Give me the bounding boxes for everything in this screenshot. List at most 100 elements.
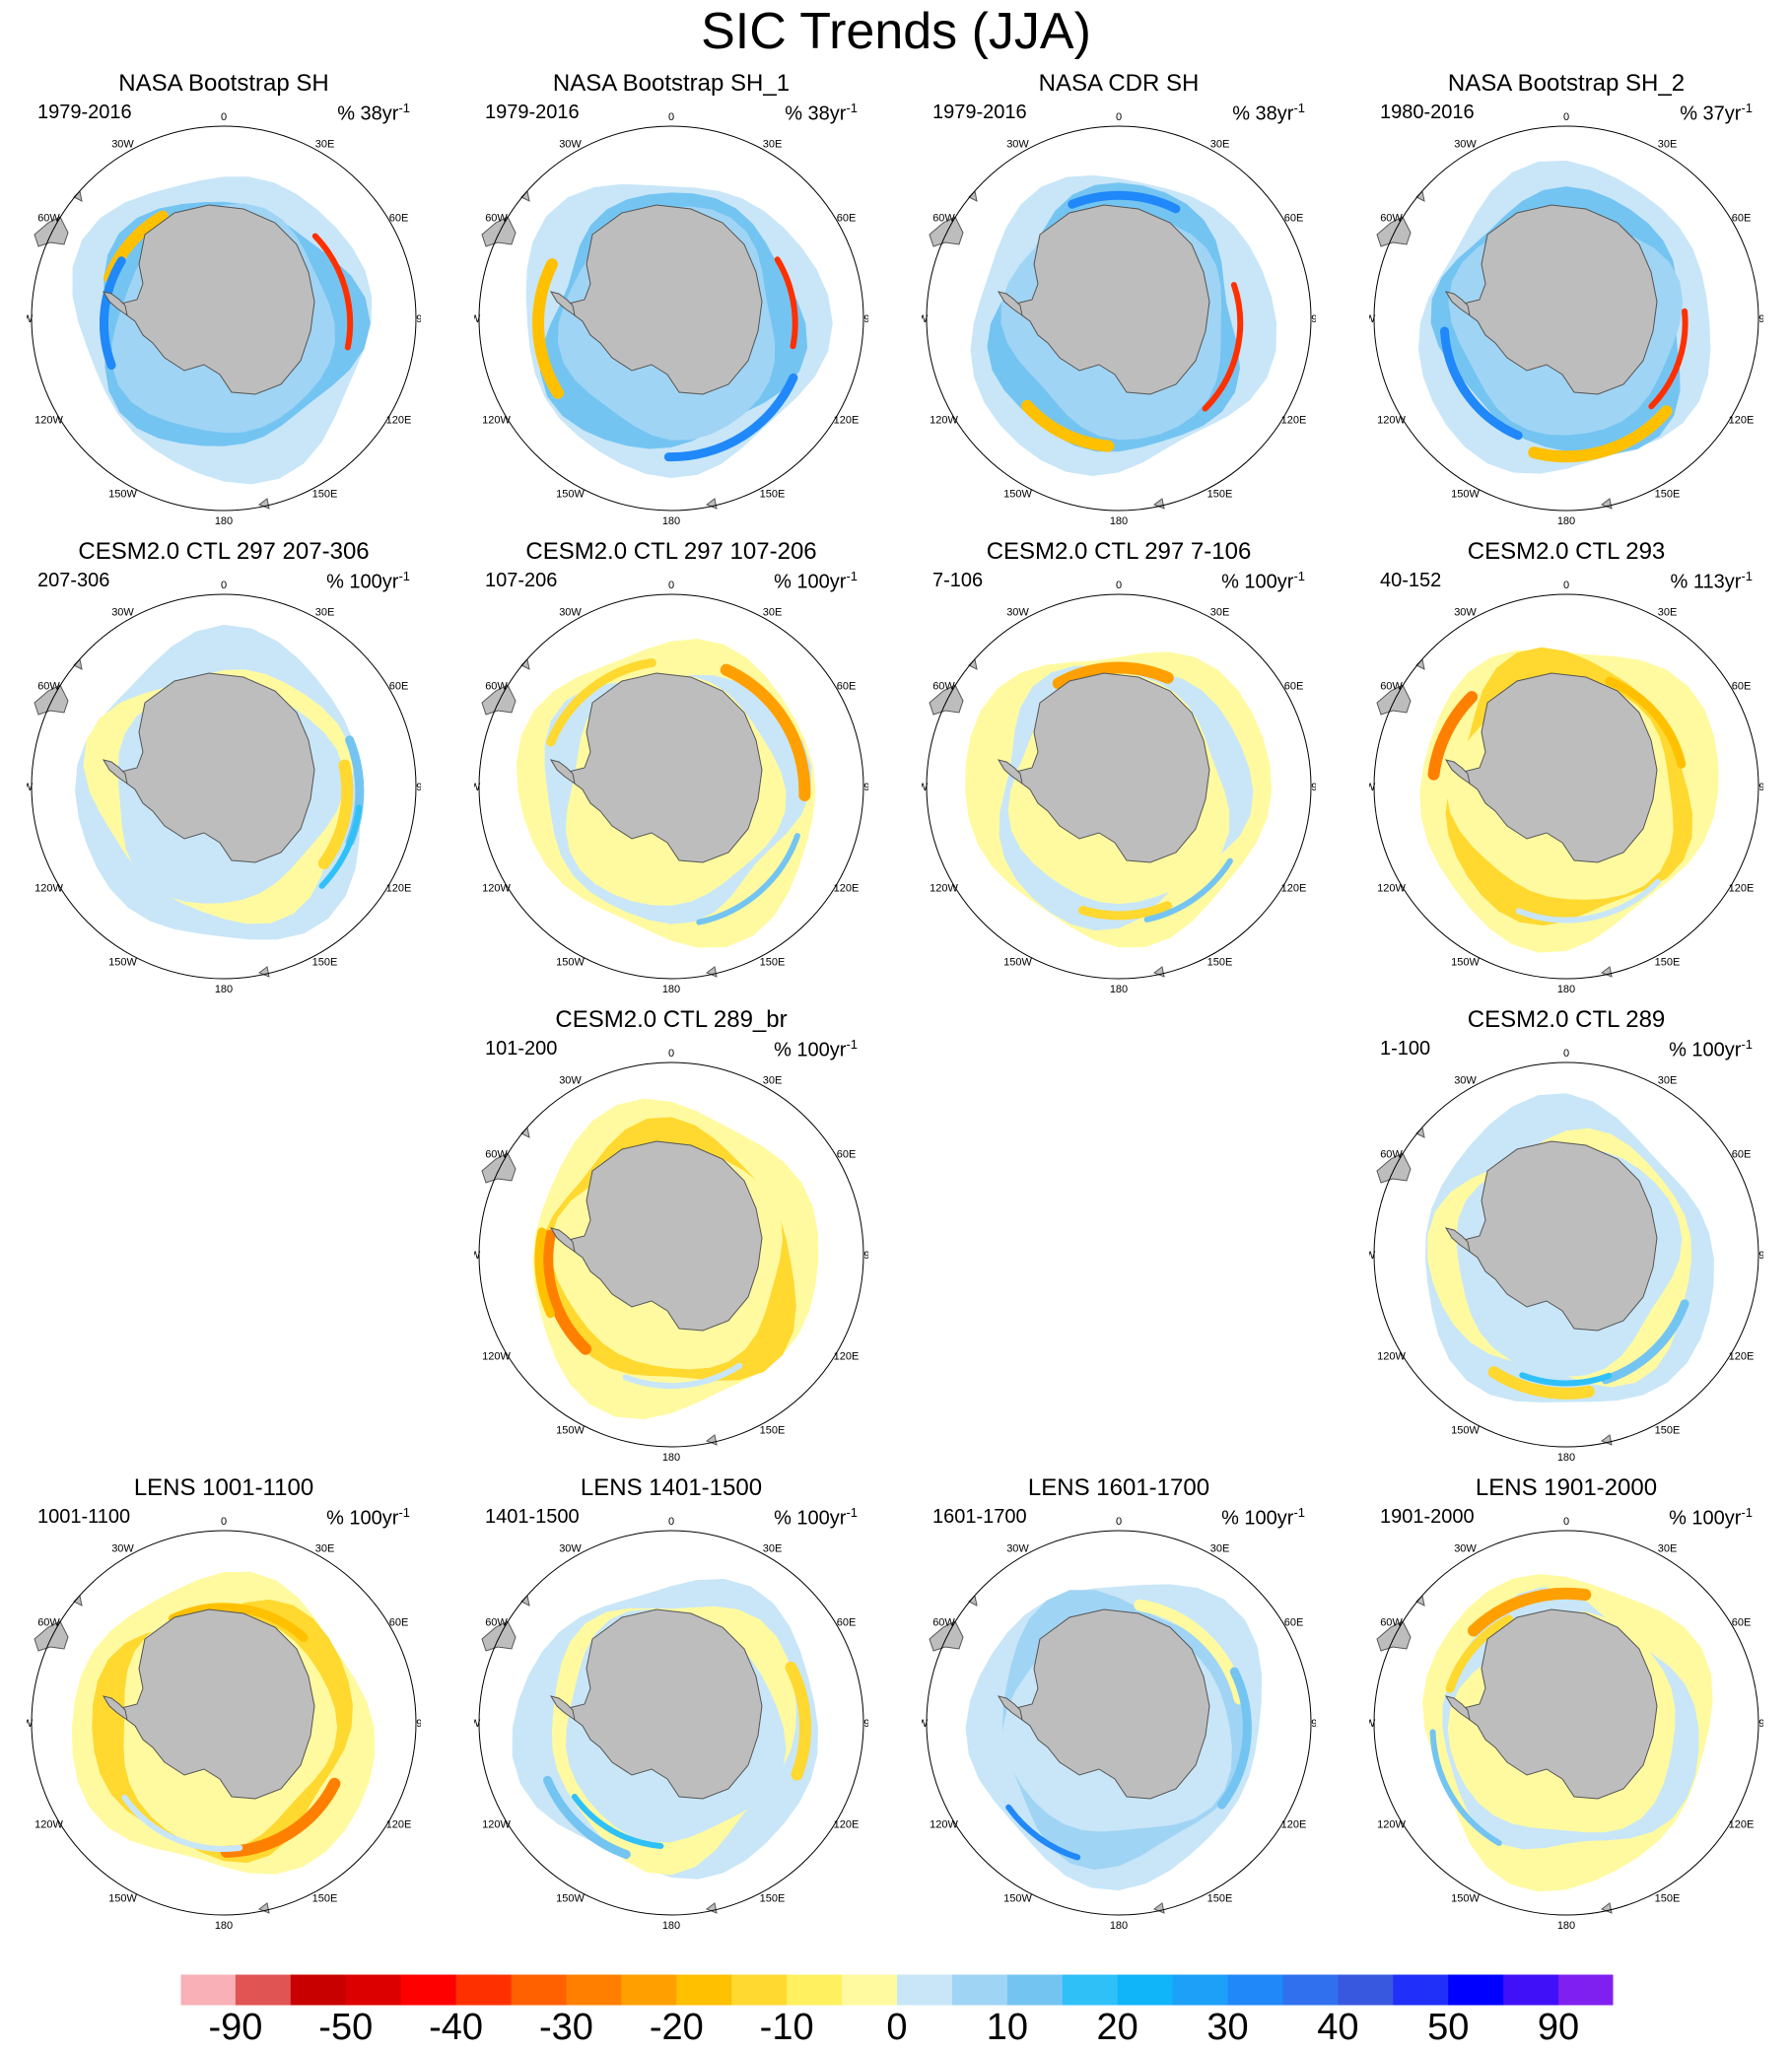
trend-band [1078, 901, 1172, 921]
longitude-label: 60W [37, 1617, 60, 1629]
map-panel: CESM2.0 CTL 289_br 101-200 % 100yr-1 0 30E 60… [448, 1005, 895, 1473]
longitude-label: 0 [221, 1516, 227, 1528]
antarctic-peninsula [549, 1695, 576, 1722]
map-panel: CESM2.0 CTL 289 1-100 % 100yr-1 0 30E 60E 90E 1… [1343, 1005, 1790, 1473]
south-america-tip [481, 1152, 517, 1184]
trend-band [774, 256, 798, 350]
panel-title: CESM2.0 CTL 297 7-106 [986, 538, 1252, 565]
longitude-label: 60E [1284, 681, 1304, 693]
panel-title: NASA CDR SH [1038, 70, 1200, 97]
units-exponent: -1 [1741, 569, 1753, 583]
trend-band [1217, 1667, 1252, 1810]
colorbar-frame [179, 1973, 1615, 2007]
longitude-label: 120W [1377, 415, 1406, 427]
trend-band [532, 258, 565, 399]
south-america-tip [1376, 216, 1412, 247]
units-text: % 100yr [774, 1039, 847, 1061]
longitude-label: 180 [1557, 515, 1575, 527]
south-america-tip [34, 1620, 69, 1652]
longitude-label: 0 [668, 1048, 674, 1060]
polar-map: 0 30E 60E 90E 120E 150E 180 150W 120W 90W 60W 30W [474, 1048, 868, 1464]
colorbar-tick-label: -90 [208, 2007, 263, 2048]
south-america-tip [481, 684, 517, 716]
antarctic-peninsula [549, 1227, 576, 1254]
colorbar-swatch [621, 1974, 677, 2006]
map-panel: NASA Bootstrap SH_2 1980-2016 % 37yr-1 0 30E… [1343, 69, 1790, 537]
antarctic-peninsula [1444, 759, 1471, 786]
longitude-label: 60E [389, 1617, 409, 1629]
units-exponent: -1 [846, 1037, 858, 1052]
longitude-label: 150W [556, 957, 585, 969]
trend-band [168, 1603, 309, 1642]
longitude-label: 30E [1210, 1543, 1230, 1555]
colorbar-swatch [1117, 1974, 1174, 2006]
longitude-label: 150W [1003, 957, 1032, 969]
panel-units: % 100yr-1 [1221, 565, 1305, 594]
longitude-label: 150W [1451, 1893, 1480, 1905]
longitude-label: 150W [1003, 489, 1032, 501]
longitude-label: 120W [482, 883, 511, 895]
panel-period: 1001-1100 [37, 1506, 131, 1528]
longitude-label: 30E [763, 139, 783, 151]
longitude-label: 120E [386, 1819, 412, 1831]
longitude-label: 180 [215, 1920, 233, 1932]
longitude-label: 180 [1557, 984, 1575, 995]
longitude-label: 60E [1732, 1149, 1752, 1161]
colorbar-tick-label: 50 [1427, 2007, 1470, 2048]
colorbar-swatch [1282, 1974, 1339, 2006]
longitude-label: 180 [1557, 1920, 1575, 1932]
longitude-label: 150E [760, 957, 786, 969]
longitude-label: 90W [27, 782, 34, 793]
longitude-label: 120W [482, 1819, 511, 1831]
longitude-label: 30E [1658, 1543, 1678, 1555]
antarctic-peninsula [997, 291, 1023, 317]
longitude-label: 90W [1369, 1250, 1376, 1262]
panel-period: 1979-2016 [485, 102, 580, 123]
longitude-label: 90E [416, 782, 421, 793]
colorbar-swatch [1448, 1974, 1504, 2006]
trend-band [121, 1794, 243, 1852]
longitude-label: 30W [1006, 607, 1029, 619]
trend-band [1005, 1804, 1081, 1861]
panel-title: LENS 1601-1700 [1027, 1474, 1210, 1501]
longitude-label: 120W [34, 415, 63, 427]
longitude-label: 30W [111, 1543, 134, 1555]
antarctic-peninsula [102, 759, 128, 786]
trend-band [1648, 308, 1689, 410]
antarctic-peninsula [102, 1695, 128, 1722]
map-border [926, 125, 1312, 512]
longitude-label: 60E [837, 213, 857, 225]
longitude-label: 30W [559, 1543, 582, 1555]
panel-units: % 37yr-1 [1680, 97, 1753, 126]
map-border [1373, 125, 1759, 512]
longitude-label: 180 [1110, 984, 1128, 995]
colorbar-tick-label: 30 [1206, 2007, 1249, 2048]
polar-map: 0 30E 60E 90E 120E 150E 180 150W 120W 90W 60W 30W [27, 1516, 421, 1932]
longitude-label: 120W [930, 1819, 958, 1831]
south-america-tip [1376, 1152, 1412, 1184]
longitude-label: 180 [1110, 515, 1128, 527]
panel-period: 1-100 [1380, 1038, 1431, 1060]
panel-units: % 38yr-1 [337, 97, 410, 126]
trend-band [1515, 878, 1661, 923]
colorbar-swatch [676, 1974, 732, 2006]
longitude-label: 180 [1110, 1920, 1128, 1932]
longitude-label: 120W [34, 883, 63, 895]
colorbar-tick-label: -40 [429, 2007, 484, 2048]
map-border [1373, 593, 1759, 980]
panel-units: % 38yr-1 [1232, 97, 1305, 126]
south-america-tip [34, 684, 69, 716]
longitude-label: 180 [215, 984, 233, 995]
longitude-label: 180 [662, 1452, 680, 1464]
trend-band [1021, 399, 1115, 452]
antarctic-peninsula [1444, 291, 1471, 317]
longitude-label: 150W [108, 957, 137, 969]
longitude-label: 180 [662, 1920, 680, 1932]
antarctic-peninsula [549, 759, 576, 786]
units-exponent: -1 [398, 1505, 410, 1520]
colorbar-tick-label: 20 [1096, 2007, 1138, 2048]
polar-map: 0 30E 60E 90E 120E 150E 180 150W 120W 90W 60W 30W [1369, 1516, 1763, 1932]
longitude-label: 0 [1116, 111, 1122, 123]
longitude-label: 90W [27, 313, 34, 325]
longitude-label: 150W [556, 1893, 585, 1905]
